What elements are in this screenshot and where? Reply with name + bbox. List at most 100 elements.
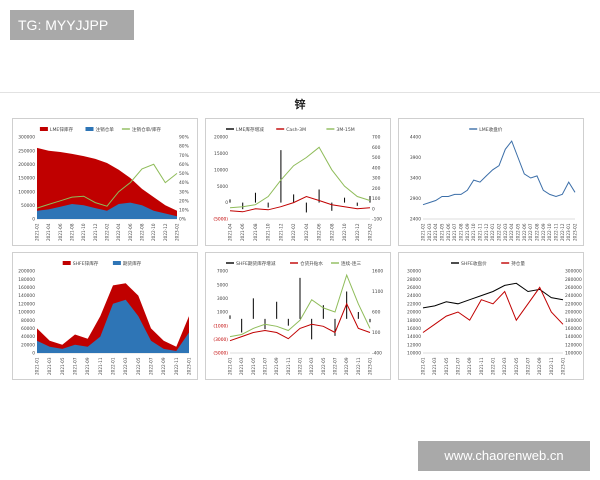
series-line-0 xyxy=(422,282,564,309)
x-tick-label: 2021-09 xyxy=(274,357,279,375)
y-tick-label: 0 xyxy=(32,217,35,223)
y-right-tick-label: 0 xyxy=(372,206,375,212)
x-tick-label: 2022-04 xyxy=(304,223,309,241)
y-right-tick-label: 400 xyxy=(372,165,381,171)
y-tick-label: 1000 xyxy=(217,310,228,316)
x-tick-label: 2022-03 xyxy=(123,357,128,375)
chart-svg-lme-change: LME库存增减 Cash-3M 3M-15M20000150001000050000… xyxy=(213,126,382,241)
x-tick-label: 2021-01 xyxy=(421,357,426,375)
x-tick-label: 2022-10 xyxy=(547,223,552,241)
bottom-watermark: www.chaorenweb.cn xyxy=(418,441,590,471)
y-right-tick-label: 80% xyxy=(179,144,189,150)
legend-label: Cash-3M xyxy=(286,127,306,133)
y-right-tick-label: 160000 xyxy=(565,326,582,332)
x-tick-label: 2021-03 xyxy=(239,357,244,375)
y-tick-label: 15000 xyxy=(214,151,228,157)
x-tick-label: 2022-12 xyxy=(560,223,565,241)
series-area-0 xyxy=(37,147,177,219)
x-tick-label: 2021-11 xyxy=(286,357,291,375)
chart-panel-shfe-price: SHFE收盘价 持仓量 30000 28000 26000 24000 22000 20000… xyxy=(398,252,584,380)
y-tick-label: 24000 xyxy=(407,293,421,299)
y-tick-label: 5000 xyxy=(217,282,228,288)
chart-panel-lme-price: LME收盘价 4400 3900 3400 2900 2400 2021-02 2021-03… xyxy=(398,118,584,246)
x-tick-label: 2021-05 xyxy=(440,223,445,241)
y-tick-label: 4400 xyxy=(410,135,421,141)
y-right-tick-label: 90% xyxy=(179,135,189,141)
y-tick-label: (1000) xyxy=(213,323,228,329)
x-tick-label: 2021-08 xyxy=(253,223,258,241)
y-tick-label: 300000 xyxy=(18,135,35,141)
y-tick-label: 14000 xyxy=(407,334,421,340)
x-tick-label: 2021-06 xyxy=(240,223,245,241)
y-tick-label: 5000 xyxy=(217,184,228,190)
x-tick-label: 2022-03 xyxy=(502,357,507,375)
x-tick-label: 2023-01 xyxy=(368,357,373,375)
chart-panel-shfe-change: SHFE期货库存增减 仓货升贴水 连续-连三 7000 5000 3000 1000 (100… xyxy=(205,252,391,380)
series-line-2 xyxy=(229,146,371,209)
x-tick-label: 2022-06 xyxy=(317,223,322,241)
series-line-2 xyxy=(229,273,371,338)
x-tick-label: 2021-09 xyxy=(467,357,472,375)
legend-label: 3M-15M xyxy=(336,127,354,133)
legend-swatch xyxy=(85,127,94,131)
y-right-tick-label: -400 xyxy=(372,351,382,357)
x-tick-label: 2021-05 xyxy=(251,357,256,375)
y-tick-label: 180000 xyxy=(18,277,35,283)
y-tick-label: 50000 xyxy=(21,203,35,209)
x-tick-label: 2021-08 xyxy=(70,223,75,241)
x-tick-label: 2021-05 xyxy=(444,357,449,375)
y-tick-label: 16000 xyxy=(407,326,421,332)
x-tick-label: 2021-09 xyxy=(85,357,90,375)
x-tick-label: 2021-06 xyxy=(446,223,451,241)
series-area-1 xyxy=(37,299,189,353)
y-right-tick-label: 100 xyxy=(372,330,381,336)
x-tick-label: 2021-02 xyxy=(35,223,40,241)
y-right-tick-label: 70% xyxy=(179,153,189,159)
x-tick-label: 2022-06 xyxy=(128,223,133,241)
y-right-tick-label: 1100 xyxy=(372,289,383,295)
x-tick-label: 2021-04 xyxy=(46,223,51,241)
x-tick-label: 2022-10 xyxy=(151,223,156,241)
x-tick-label: 2021-05 xyxy=(60,357,65,375)
x-tick-label: 2022-02 xyxy=(105,223,110,241)
x-tick-label: 2023-02 xyxy=(175,223,180,241)
x-tick-label: 2023-02 xyxy=(368,223,373,241)
y-right-tick-label: 220000 xyxy=(565,301,582,307)
chart-panel-shfe-inventory: SHFE锌库存 期货库存 200000 180000 160000 140000 12000… xyxy=(12,252,198,380)
legend-label: SHFE锌库存 xyxy=(73,260,99,267)
x-tick-label: 2021-07 xyxy=(73,357,78,375)
y-tick-label: 7000 xyxy=(217,269,228,275)
series-line-1 xyxy=(422,286,564,333)
y-tick-label: 22000 xyxy=(407,301,421,307)
y-tick-label: 30000 xyxy=(407,269,421,275)
y-right-tick-label: 180000 xyxy=(565,318,582,324)
y-right-tick-label: 100 xyxy=(372,196,381,202)
y-tick-label: (5000) xyxy=(213,217,228,223)
y-right-tick-label: 140000 xyxy=(565,334,582,340)
y-tick-label: 12000 xyxy=(407,342,421,348)
x-tick-label: 2021-11 xyxy=(479,357,484,375)
y-tick-label: 18000 xyxy=(407,318,421,324)
x-tick-label: 2022-08 xyxy=(329,223,334,241)
x-tick-label: 2021-07 xyxy=(456,357,461,375)
y-tick-label: 40000 xyxy=(21,334,35,340)
chart-svg-shfe-change: SHFE期货库存增减 仓货升贴水 连续-连三 7000 5000 3000 1000 (100… xyxy=(213,260,383,375)
x-tick-label: 2021-03 xyxy=(432,357,437,375)
x-tick-label: 2023-01 xyxy=(566,223,571,241)
x-tick-label: 2021-10 xyxy=(81,223,86,241)
x-tick-label: 2022-09 xyxy=(537,357,542,375)
x-tick-label: 2022-03 xyxy=(309,357,314,375)
y-tick-label: 200000 xyxy=(18,269,35,275)
x-tick-label: 2022-12 xyxy=(355,223,360,241)
x-tick-label: 2021-11 xyxy=(98,357,103,375)
x-tick-label: 2022-08 xyxy=(535,223,540,241)
x-tick-label: 2021-12 xyxy=(484,223,489,241)
chart-svg-lme-inventory: LME锌库存 注销仓单 注销仓单/库存 300000 250000 200000 15000… xyxy=(18,126,189,241)
x-tick-label: 2022-09 xyxy=(541,223,546,241)
series-area-1 xyxy=(37,202,177,219)
x-tick-label: 2021-10 xyxy=(471,223,476,241)
x-tick-label: 2023-01 xyxy=(561,357,566,375)
x-tick-label: 2022-11 xyxy=(549,357,554,375)
legend-label: 持仓量 xyxy=(511,260,525,267)
